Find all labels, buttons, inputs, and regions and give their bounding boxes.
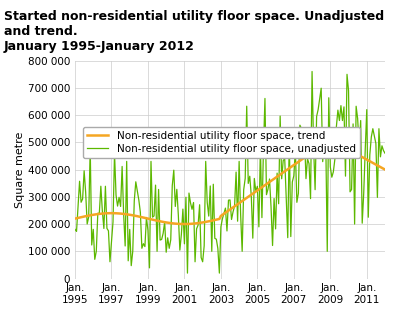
Non-residential utility floor space, trend (112, 211, 117, 215)
Non-residential utility floor space, trend (382, 168, 387, 172)
Non-residential utility floor space, unadjusted (382, 151, 387, 155)
Non-residential utility floor space, unadjusted (284, 196, 289, 200)
Line: Non-residential utility floor space, unadjusted: Non-residential utility floor space, una… (75, 71, 385, 273)
Line: Non-residential utility floor space, trend: Non-residential utility floor space, tre… (75, 140, 385, 224)
Non-residential utility floor space, trend (284, 168, 289, 172)
Non-residential utility floor space, unadjusted (185, 271, 190, 275)
Text: Started non-residential utility floor space. Unadjusted and trend.
January 1995-: Started non-residential utility floor sp… (4, 10, 384, 52)
Non-residential utility floor space, unadjusted (73, 228, 78, 231)
Non-residential utility floor space, trend (182, 222, 187, 226)
Legend: Non-residential utility floor space, trend, Non-residential utility floor space,: Non-residential utility floor space, tre… (83, 127, 360, 158)
Y-axis label: Square metre: Square metre (15, 132, 25, 208)
Non-residential utility floor space, unadjusted (262, 97, 267, 100)
Non-residential utility floor space, trend (358, 154, 363, 158)
Non-residential utility floor space, unadjusted (112, 151, 117, 155)
Non-residential utility floor space, unadjusted (310, 69, 314, 73)
Non-residential utility floor space, trend (269, 179, 274, 183)
Non-residential utility floor space, unadjusted (269, 205, 274, 209)
Non-residential utility floor space, trend (328, 138, 333, 141)
Non-residential utility floor space, trend (73, 217, 78, 220)
Non-residential utility floor space, unadjusted (358, 119, 363, 123)
Non-residential utility floor space, trend (244, 196, 249, 200)
Non-residential utility floor space, trend (262, 183, 267, 187)
Non-residential utility floor space, unadjusted (244, 104, 249, 108)
